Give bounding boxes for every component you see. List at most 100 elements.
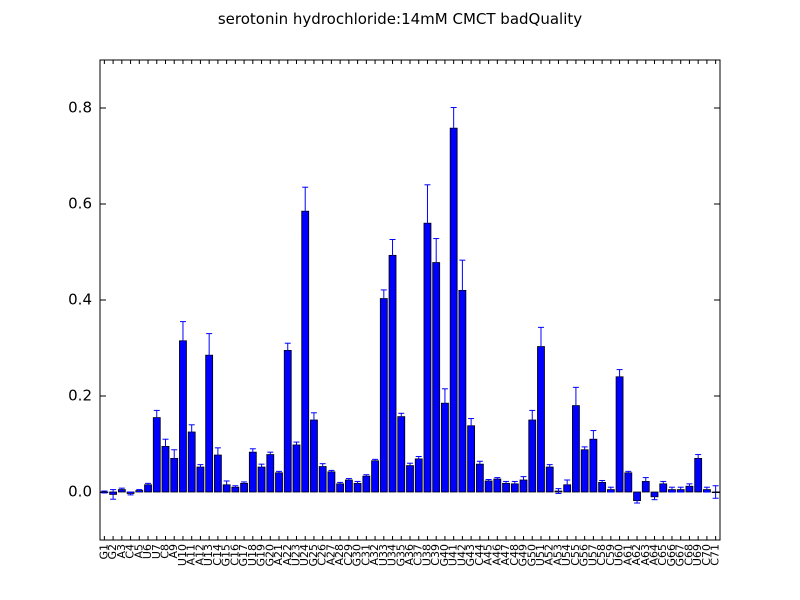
x-tick-label: G56 (578, 544, 591, 567)
y-axis: 0.0 0.2 0.4 0.6 0.8 (68, 99, 720, 501)
bar-G25 (310, 419, 318, 493)
error-bar-A52 (546, 464, 553, 470)
error-bar-G56 (581, 446, 588, 454)
error-bar-A21 (276, 470, 283, 475)
x-tick-label: A46 (490, 544, 503, 566)
error-bar-U57 (590, 430, 597, 449)
x-tick-label: C48 (508, 544, 521, 566)
error-bar-C26 (319, 463, 326, 470)
bar-C37 (414, 458, 423, 493)
x-tick-label: G1 (97, 544, 110, 560)
error-bar-A61 (625, 470, 632, 475)
bar-U60 (615, 376, 624, 493)
error-bar-U41 (450, 107, 457, 150)
x-tick-label: C29 (342, 544, 355, 566)
error-bar-C4 (127, 491, 134, 496)
bar-A61 (624, 472, 633, 493)
x-tick-label: A52 (543, 544, 556, 566)
x-tick-label: G50 (525, 544, 538, 567)
error-bar-C59 (607, 486, 614, 493)
x-tick-label: A47 (499, 544, 512, 566)
error-bar-C44 (476, 460, 483, 468)
x-tick-label: A21 (272, 544, 285, 566)
y-tick-label: 0.8 (68, 99, 92, 117)
y-tick-label: 0.0 (68, 483, 92, 501)
x-tick-label: C65 (656, 544, 669, 566)
error-bar-A3 (118, 487, 125, 492)
error-bar-C37 (415, 455, 422, 462)
error-bar-G50 (529, 409, 536, 431)
bar-G35 (397, 416, 406, 493)
bar-U23 (292, 444, 301, 493)
x-tick-label: U34 (386, 544, 399, 566)
x-tick-label: C16 (228, 544, 241, 566)
x-tick-label: U38 (420, 544, 433, 566)
error-bar-U38 (424, 184, 431, 263)
bar-A12 (196, 466, 205, 493)
error-bar-C70 (703, 486, 710, 493)
x-tick-label: U10 (176, 544, 189, 566)
x-tick-label: C8 (158, 544, 171, 559)
chart-title: serotonin hydrochloride:14mM CMCT badQua… (218, 10, 582, 28)
error-bar-A45 (485, 479, 492, 483)
x-tick-label: U69 (691, 544, 704, 566)
y-tick-label: 0.4 (68, 291, 92, 309)
x-tick-label: C44 (473, 544, 486, 566)
x-tick-label: C58 (595, 544, 608, 566)
bar-U38 (423, 222, 432, 493)
bar-G56 (580, 449, 589, 493)
bar-C26 (318, 466, 327, 493)
x-tick-label: C26 (316, 544, 329, 566)
x-tick-label: C37 (412, 544, 425, 566)
error-bar-A27 (328, 469, 335, 474)
x-tick-label: A27 (324, 544, 337, 566)
bar-G50 (528, 419, 537, 493)
error-bar-C65 (660, 480, 667, 487)
x-tick-label: A5 (132, 544, 145, 559)
x-tick-label: U7 (150, 544, 163, 559)
error-bar-U7 (153, 409, 160, 426)
error-bar-G2 (110, 489, 117, 500)
bar-C44 (475, 463, 484, 493)
x-tick-label: A9 (167, 544, 180, 559)
error-bar-C68 (686, 483, 693, 490)
error-bar-A46 (494, 477, 501, 481)
error-bar-A32 (372, 458, 379, 463)
x-tick-label: U57 (586, 544, 599, 566)
bar-A22 (283, 349, 292, 493)
error-bar-U33 (380, 289, 387, 308)
x-tick-label: U60 (613, 544, 626, 566)
x-tick-label: C31 (359, 544, 372, 566)
bar-U33 (379, 298, 388, 493)
x-tick-label: G25 (307, 544, 320, 567)
x-tick-label: U33 (377, 544, 390, 566)
error-bar-G19 (258, 463, 265, 471)
error-bar-U24 (302, 186, 309, 236)
x-tick-label: C14 (211, 544, 224, 566)
bar-G43 (467, 425, 476, 493)
x-tick-label: G35 (394, 544, 407, 567)
error-bar-C31 (363, 474, 370, 479)
bar-C39 (432, 262, 441, 493)
error-bar-C39 (433, 238, 440, 288)
x-tick-label: C68 (682, 544, 695, 566)
x-tick-label: A32 (368, 544, 381, 566)
x-tick-label: A11 (185, 544, 198, 566)
error-bar-U60 (616, 369, 623, 385)
bar-U51 (537, 346, 545, 493)
y-tick-label: 0.2 (68, 387, 92, 405)
error-bar-C14 (214, 447, 221, 463)
error-bar-A53 (555, 488, 562, 494)
x-tick-label: G66 (665, 544, 678, 567)
error-bar-G40 (441, 388, 448, 419)
bar-A36 (406, 465, 414, 493)
error-bar-G35 (398, 412, 405, 421)
error-bar-A9 (171, 449, 178, 468)
bar-A32 (371, 460, 379, 493)
x-tick-label: U6 (141, 544, 154, 559)
error-bar-C16 (232, 485, 239, 490)
bar-U7 (152, 417, 161, 493)
error-bar-G20 (267, 451, 274, 458)
error-bar-U23 (293, 441, 300, 449)
